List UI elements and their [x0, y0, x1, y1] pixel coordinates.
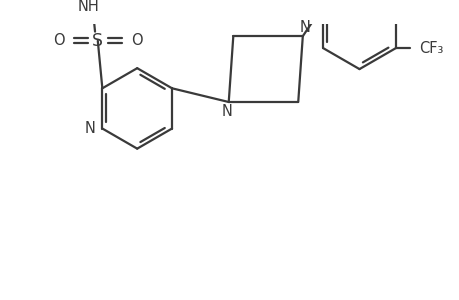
Text: O: O: [131, 33, 143, 48]
Text: NH: NH: [78, 0, 99, 14]
Text: O: O: [52, 33, 64, 48]
Text: S: S: [92, 32, 103, 50]
Text: CF₃: CF₃: [419, 40, 443, 56]
Text: N: N: [221, 104, 232, 119]
Text: N: N: [84, 121, 95, 136]
Text: N: N: [298, 20, 309, 34]
